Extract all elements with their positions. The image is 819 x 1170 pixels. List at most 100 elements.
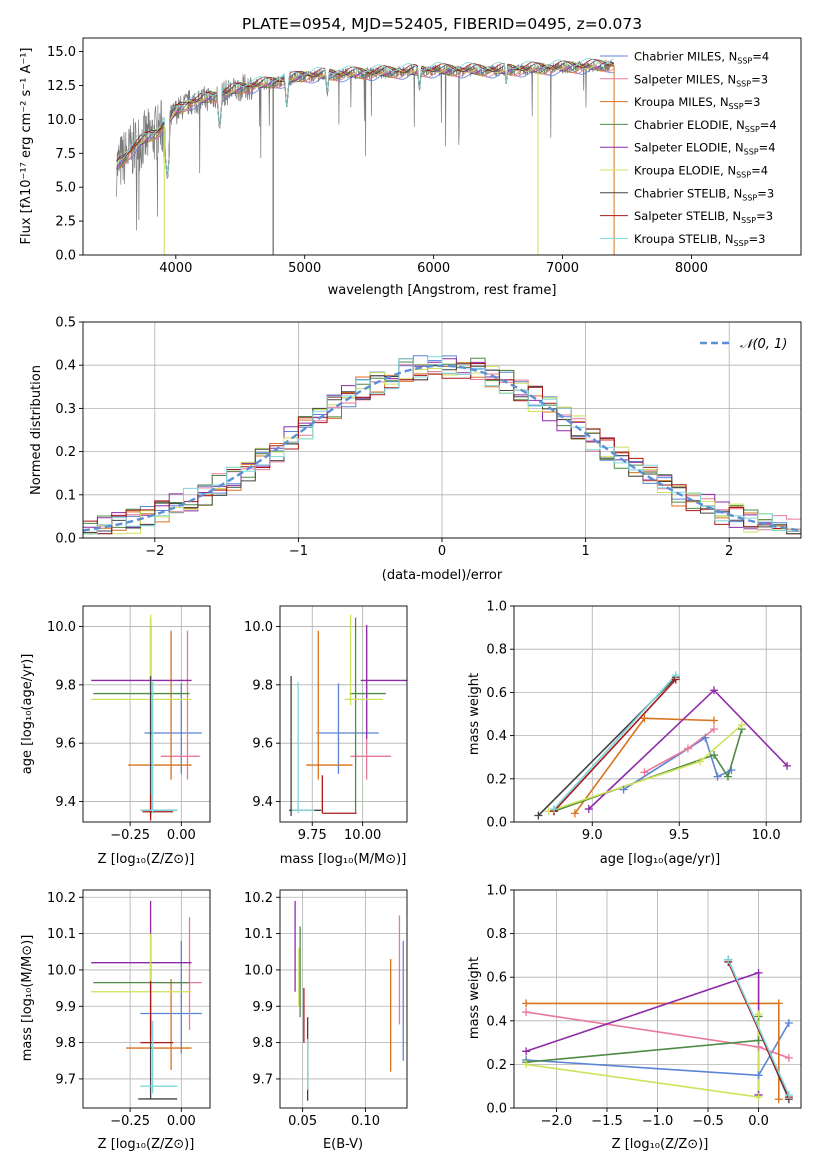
age_vs_mass-frame — [279, 605, 408, 823]
massweight_vs_age-line-salpeter_stelib — [553, 678, 677, 812]
massweight_vs_Z-ytick-label: 0.8 — [486, 927, 507, 942]
massweight_vs_age-marker-salpeter_miles — [640, 768, 649, 777]
legend-tail: =4 — [752, 50, 769, 64]
spectrum-ytick-label: 12.5 — [47, 79, 76, 94]
massweight_vs_Z-marker-kroupa_stelib — [724, 955, 733, 964]
massweight_vs_Z-xlabel: Z [log₁₀(Z/Z⊙)] — [612, 1137, 709, 1152]
legend-subscript: SSP — [742, 193, 757, 202]
mass_vs_ebv-ytick-label: 9.8 — [252, 1036, 273, 1051]
mass_vs_Z-ytick-label: 9.7 — [55, 1072, 76, 1087]
mass_vs_Z-xtick-label: −0.25 — [110, 1114, 150, 1129]
massweight_vs_Z-ytick-label: 0.6 — [486, 971, 507, 986]
residuals-ytick-label: 0.3 — [55, 402, 76, 417]
mass_vs_ebv-axes: 0.05 0.10 9.7 9.8 9.9 10.0 10.1 10.2 — [244, 889, 408, 1129]
massweight_vs_age-marker-chabrier_stelib — [534, 811, 543, 820]
massweight_vs_age-ytick-label: 0.4 — [486, 729, 507, 744]
massweight_vs_age-marker-chabrier_miles — [619, 785, 628, 794]
residuals-ytick-label: 0.1 — [55, 488, 76, 503]
massweight_vs_age-ytick-label: 0.6 — [486, 686, 507, 701]
mass_vs_Z-marks — [91, 900, 202, 1100]
age_vs_Z-xtick-label: 0.00 — [167, 828, 196, 843]
age_vs_mass-xlabel: mass [log₁₀(M/M⊙)] — [280, 852, 407, 867]
spectrum-ytick-label: 10.0 — [47, 113, 76, 128]
age_vs_mass-ytick-label: 9.6 — [252, 737, 273, 752]
massweight_vs_Z-marker-salpeter_elodie — [754, 968, 763, 977]
mass_vs_ebv-ytick-label: 9.9 — [252, 1000, 273, 1015]
spectrum-model-kroupa_elodie — [116, 60, 615, 178]
mass_vs_Z-ytick-label: 9.8 — [55, 1036, 76, 1051]
age_vs_Z-ytick-label: 9.8 — [55, 678, 76, 693]
legend-subscript: SSP — [737, 57, 752, 66]
massweight_vs_Z-marker-kroupa_elodie — [754, 1010, 763, 1019]
massweight_vs_Z-ytick-label: 0.4 — [486, 1014, 507, 1029]
mass_vs_ebv-ytick-label: 10.1 — [244, 927, 273, 942]
massweight_vs_age-marker-kroupa_elodie — [737, 720, 746, 729]
massweight_vs_Z-marker-kroupa_elodie — [522, 1060, 531, 1069]
mass_vs_Z-axes: −0.25 0.00 9.7 9.8 9.9 10.0 10.1 10.2 — [47, 889, 211, 1129]
massweight_vs_age-marker-salpeter_elodie — [783, 761, 792, 770]
massweight_vs_Z-marker-kroupa_stelib — [784, 1090, 793, 1099]
massweight_vs_Z-xtick-label: −1.5 — [591, 1114, 623, 1129]
mass_vs_ebv-ytick-label: 10.0 — [244, 963, 273, 978]
age_vs_Z-frame — [82, 605, 211, 823]
age_vs_Z-ylabel: age [log₁₀(age/yr)] — [20, 654, 35, 775]
age_vs_Z-ytick-label: 9.6 — [55, 737, 76, 752]
age_vs_Z-axes: −0.25 0.00 9.4 9.6 9.8 10.0 — [47, 605, 211, 843]
massweight_vs_Z-xtick-label: −2.0 — [541, 1114, 573, 1129]
spectrum-model-salpeter_stelib — [116, 58, 615, 178]
massweight_vs_age-axes: 9.0 9.5 10.0 0.0 0.2 0.4 0.6 0.8 1.0 — [486, 600, 802, 843]
mass_vs_Z-frame — [82, 889, 211, 1109]
massweight_vs_Z-line-kroupa_stelib — [727, 959, 790, 1096]
spectrum-xtick-label: 8000 — [675, 261, 708, 276]
age_vs_Z-ytick-label: 10.0 — [47, 620, 76, 635]
massweight_vs_Z-marker-kroupa_miles — [774, 1095, 783, 1104]
residuals-legend-label: 𝒩(0, 1) — [740, 337, 787, 352]
spectrum-xtick-label: 7000 — [546, 261, 579, 276]
legend-subscript: SSP — [745, 125, 760, 134]
residuals-ytick-label: 0.2 — [55, 445, 76, 460]
spectrum-title: PLATE=0954, MJD=52405, FIBERID=0495, z=0… — [242, 15, 642, 33]
spectrum-ytick-label: 7.5 — [55, 147, 76, 162]
massweight_vs_age-ytick-label: 0.8 — [486, 643, 507, 658]
massweight_vs_age-xtick-label: 9.5 — [669, 828, 690, 843]
massweight_vs_Z-ytick-label: 0.0 — [486, 1102, 507, 1117]
massweight_vs_age-ylabel: mass weight — [467, 673, 482, 755]
legend-subscript: SSP — [734, 239, 749, 248]
residuals-ylabel: Normed distribution — [29, 365, 44, 495]
massweight_vs_age-xtick-label: 10.0 — [752, 828, 781, 843]
legend-tail: =3 — [757, 186, 774, 200]
massweight_vs_Z-marker-kroupa_miles — [774, 999, 783, 1008]
massweight_vs_age-marker-kroupa_miles — [570, 809, 579, 818]
mass_vs_Z-ylabel: mass [log₁₀(M/M⊙)] — [20, 935, 35, 1062]
spectrum-ylabel: Flux [fλ10⁻¹⁷ erg cm⁻² s⁻¹ A⁻¹] — [19, 48, 34, 245]
age_vs_Z-marks — [91, 614, 202, 821]
spectrum-xtick-label: 6000 — [417, 261, 450, 276]
spectrum-legend-entry-salpeter_miles: Salpeter MILES, NSSP=3 — [634, 72, 768, 88]
mass_vs_Z-ytick-label: 9.9 — [55, 1000, 76, 1015]
massweight_vs_age-xtick-label: 9.0 — [582, 828, 603, 843]
legend-subscript: SSP — [736, 171, 751, 180]
residuals-xtick-label: 0 — [438, 544, 446, 559]
massweight_vs_Z-ylabel: mass weight — [467, 957, 482, 1039]
massweight_vs_Z-xtick-label: −0.5 — [692, 1114, 724, 1129]
massweight_vs_age-line-kroupa_stelib — [553, 674, 677, 810]
massweight_vs_Z-marker-salpeter_miles — [522, 1008, 531, 1017]
mass_vs_ebv-frame — [279, 889, 408, 1109]
age_vs_mass-xtick-label: 10.00 — [344, 828, 381, 843]
mass_vs_Z-xlabel: Z [log₁₀(Z/Z⊙)] — [98, 1137, 195, 1152]
residuals-xtick-label: −1 — [289, 544, 308, 559]
massweight_vs_age-marker-chabrier_elodie — [723, 772, 732, 781]
spectrum-marks — [116, 58, 615, 255]
spectrum-ytick-label: 0.0 — [55, 249, 76, 264]
age_vs_mass-ytick-label: 10.0 — [244, 620, 273, 635]
massweight_vs_age-xlabel: age [log₁₀(age/yr)] — [600, 852, 721, 867]
legend-subscript: SSP — [736, 79, 751, 88]
spectrum-xlabel: wavelength [Angstrom, rest frame] — [328, 283, 557, 298]
spectrum-xtick-label: 5000 — [288, 261, 321, 276]
massweight_vs_Z-ytick-label: 0.2 — [486, 1058, 507, 1073]
spectrum-legend-entry-kroupa_elodie: Kroupa ELODIE, NSSP=4 — [634, 164, 768, 180]
legend-tail: =4 — [751, 164, 768, 178]
spectrum-ytick-label: 15.0 — [47, 45, 76, 60]
residuals-xlabel: (data-model)/error — [382, 568, 503, 583]
